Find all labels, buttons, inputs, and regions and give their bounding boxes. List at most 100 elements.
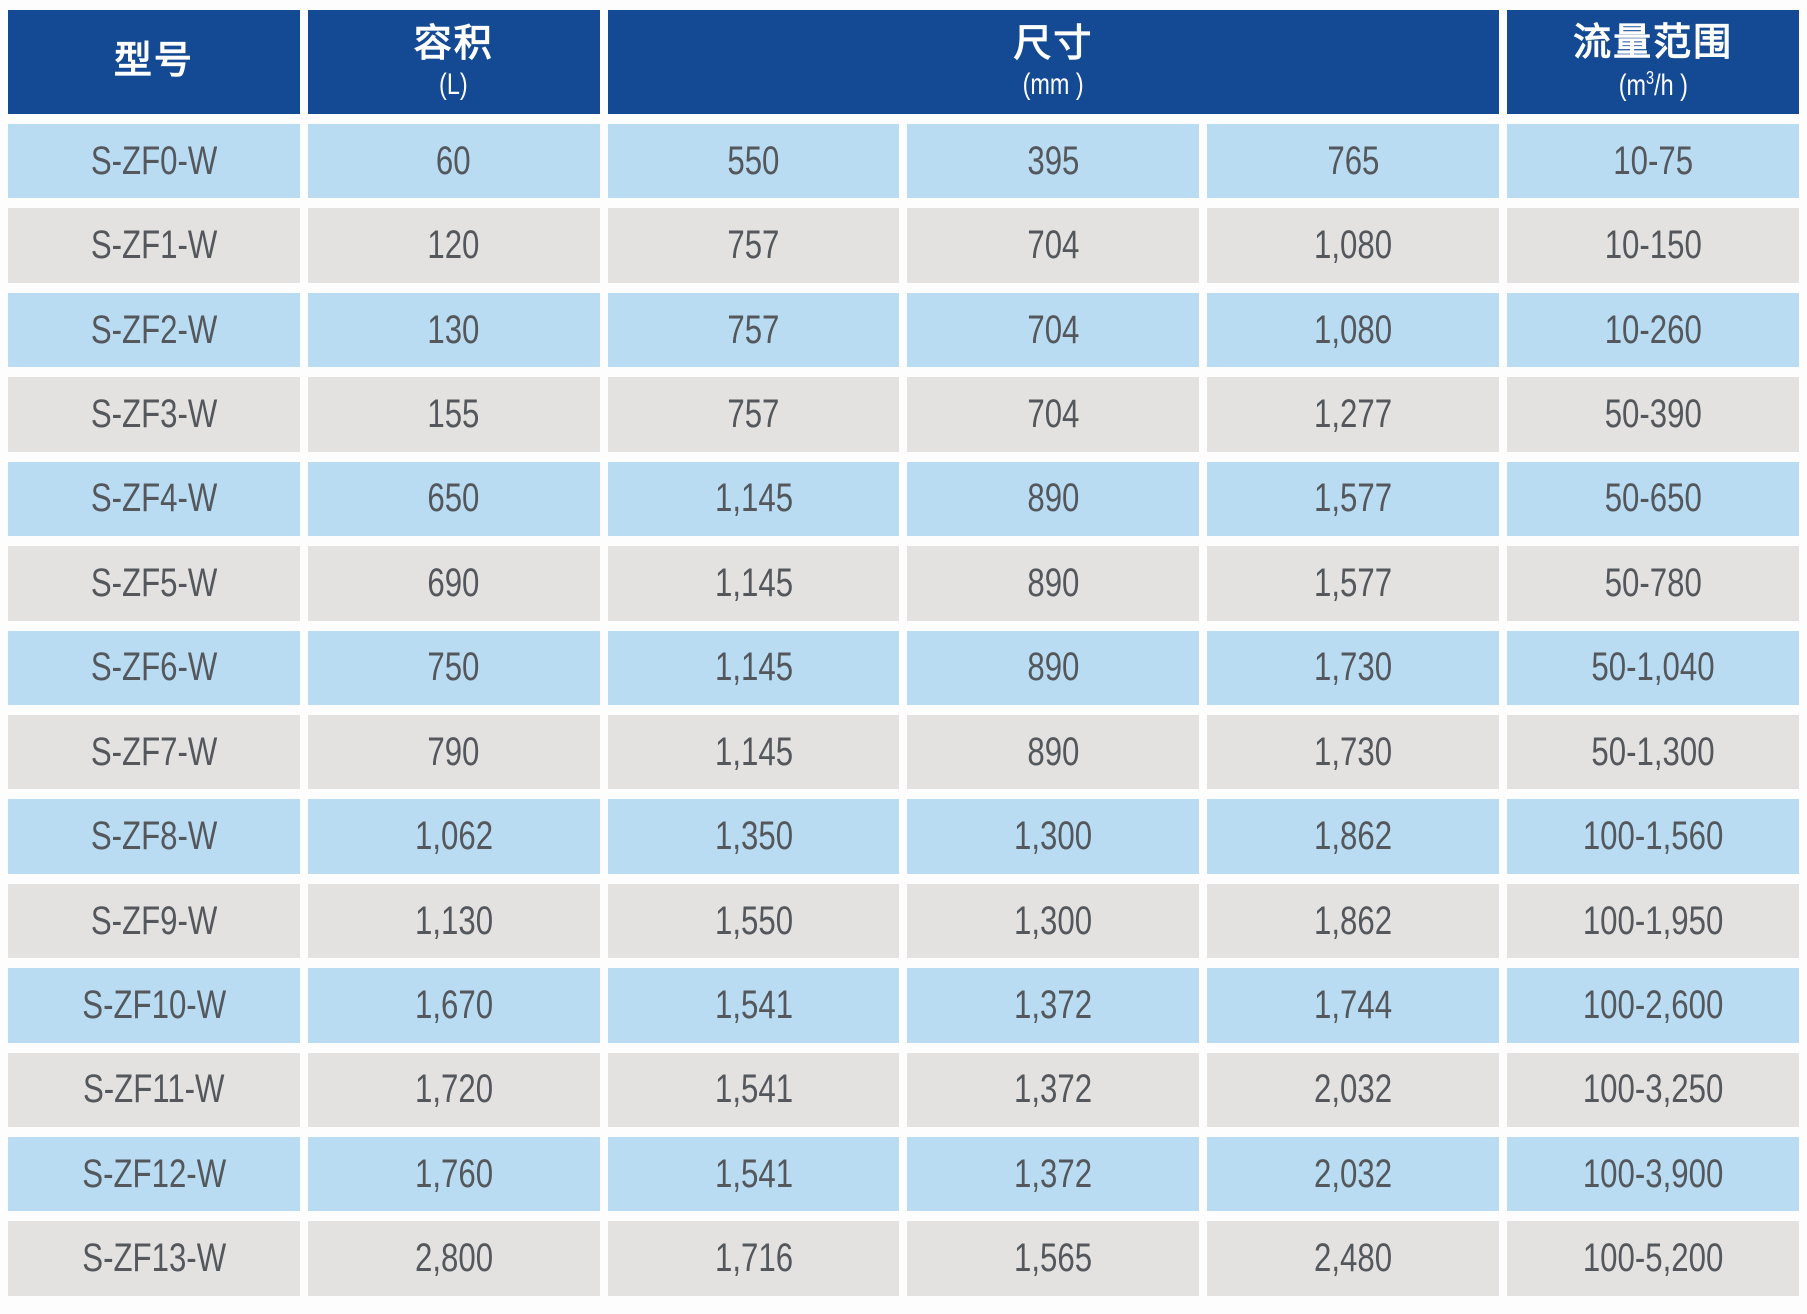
model-cell: S-ZF2-W	[8, 292, 300, 368]
dimension-a-cell: 1,145	[607, 546, 900, 621]
cell-text: 120	[427, 223, 480, 268]
dimension-a-cell: 1,541	[607, 968, 900, 1043]
table-header: 型号 容积 (L) 尺寸 (mm ) 流量范围 (m3/h )	[8, 10, 1799, 114]
cell-text: 704	[1027, 223, 1080, 268]
dimension-a-cell: 550	[607, 124, 900, 199]
table-row: S-ZF8-W 1,062 1,350 1,300 1,862 100-1,560	[8, 799, 1799, 874]
flow-range-cell: 50-1,300	[1507, 714, 1799, 790]
model-cell: S-ZF0-W	[8, 124, 300, 199]
dimension-c-cell: 1,730	[1207, 630, 1500, 705]
cell-text: 1,670	[414, 982, 493, 1027]
cell-text: 1,862	[1314, 898, 1393, 943]
cell-text: 757	[727, 223, 780, 268]
dimension-b-cell: 1,300	[907, 883, 1200, 959]
cell-text: 1,372	[1014, 982, 1093, 1027]
cell-text: 2,032	[1314, 1067, 1393, 1112]
volume-cell: 60	[307, 124, 600, 199]
cell-text: 890	[1027, 560, 1080, 605]
header-volume-unit-text: (L)	[439, 67, 469, 101]
dimension-a-cell: 1,350	[607, 799, 900, 874]
dimension-b-cell: 890	[907, 714, 1200, 790]
dimension-c-cell: 765	[1207, 124, 1500, 199]
model-cell: S-ZF1-W	[8, 208, 300, 283]
cell-text: 690	[427, 560, 480, 605]
cell-text: 1,720	[414, 1067, 493, 1112]
cell-text: S-ZF0-W	[90, 138, 218, 183]
header-dimensions-title: 尺寸	[1013, 22, 1094, 65]
model-cell: S-ZF4-W	[8, 461, 300, 537]
dimension-b-cell: 704	[907, 377, 1200, 452]
flow-range-cell: 10-260	[1507, 292, 1799, 368]
cell-text: S-ZF13-W	[81, 1236, 226, 1281]
dimension-a-cell: 1,145	[607, 630, 900, 705]
cell-text: 1,080	[1314, 307, 1393, 352]
cell-text: 750	[427, 645, 480, 690]
header-flow-range: 流量范围 (m3/h )	[1507, 10, 1799, 114]
cell-text: 50-650	[1604, 476, 1702, 521]
dimension-c-cell: 2,032	[1207, 1137, 1500, 1212]
flow-range-cell: 50-780	[1507, 546, 1799, 621]
cell-text: 1,080	[1314, 223, 1393, 268]
dimension-c-cell: 1,730	[1207, 714, 1500, 790]
table-row: S-ZF9-W 1,130 1,550 1,300 1,862 100-1,950	[8, 883, 1799, 959]
header-dimensions-unit: (mm )	[608, 68, 1499, 103]
cell-text: S-ZF5-W	[90, 560, 218, 605]
volume-cell: 130	[307, 292, 600, 368]
cell-text: S-ZF9-W	[90, 898, 218, 943]
dimension-b-cell: 1,300	[907, 799, 1200, 874]
header-model: 型号	[8, 10, 300, 114]
cell-text: 890	[1027, 476, 1080, 521]
cell-text: 100-1,560	[1582, 814, 1724, 859]
cell-text: 50-780	[1604, 560, 1702, 605]
cell-text: 10-260	[1604, 307, 1702, 352]
table-row: S-ZF2-W 130 757 704 1,080 10-260	[8, 292, 1799, 368]
dimension-c-cell: 1,862	[1207, 883, 1500, 959]
dimension-b-cell: 704	[907, 208, 1200, 283]
cell-text: 100-5,200	[1582, 1236, 1724, 1281]
dimension-c-cell: 1,577	[1207, 461, 1500, 537]
dimension-b-cell: 1,372	[907, 968, 1200, 1043]
cell-text: 1,744	[1314, 982, 1393, 1027]
cell-text: 1,577	[1314, 476, 1393, 521]
model-cell: S-ZF6-W	[8, 630, 300, 705]
dimension-a-cell: 1,550	[607, 883, 900, 959]
cell-text: 1,145	[714, 560, 793, 605]
dimension-a-cell: 1,716	[607, 1221, 900, 1296]
dimension-a-cell: 1,541	[607, 1137, 900, 1212]
cell-text: 50-390	[1604, 391, 1702, 436]
table-row: S-ZF4-W 650 1,145 890 1,577 50-650	[8, 461, 1799, 537]
cell-text: 1,565	[1014, 1236, 1093, 1281]
flow-unit-pre: (m	[1618, 68, 1646, 102]
flow-range-cell: 50-650	[1507, 461, 1799, 537]
cell-text: S-ZF1-W	[90, 223, 218, 268]
cell-text: 60	[436, 138, 472, 183]
cell-text: 100-3,250	[1582, 1067, 1724, 1112]
header-dimensions: 尺寸 (mm )	[607, 10, 1500, 114]
cell-text: 1,372	[1014, 1151, 1093, 1196]
header-flow-range-title: 流量范围	[1573, 21, 1734, 64]
model-cell: S-ZF7-W	[8, 714, 300, 790]
cell-text: S-ZF6-W	[90, 645, 218, 690]
cell-text: 1,730	[1314, 729, 1393, 774]
header-model-title: 型号	[113, 40, 194, 83]
cell-text: 1,541	[714, 1151, 793, 1196]
cell-text: 1,300	[1014, 898, 1093, 943]
cell-text: 550	[727, 138, 780, 183]
model-cell: S-ZF10-W	[8, 968, 300, 1043]
model-cell: S-ZF9-W	[8, 883, 300, 959]
cell-text: 50-1,300	[1591, 729, 1715, 774]
cell-text: 890	[1027, 645, 1080, 690]
header-dimensions-unit-text: (mm )	[1022, 67, 1084, 101]
dimension-a-cell: 757	[607, 292, 900, 368]
flow-range-cell: 100-3,900	[1507, 1137, 1799, 1212]
cell-text: 757	[727, 391, 780, 436]
model-cell: S-ZF11-W	[8, 1052, 300, 1128]
cell-text: S-ZF12-W	[81, 1151, 226, 1196]
table-body: S-ZF0-W 60 550 395 765 10-75 S-ZF1-W 120 757 704 1…	[8, 124, 1799, 1296]
header-volume-unit: (L)	[308, 68, 600, 103]
dimension-c-cell: 1,744	[1207, 968, 1500, 1043]
table-row: S-ZF10-W 1,670 1,541 1,372 1,744 100-2,600	[8, 968, 1799, 1043]
volume-cell: 750	[307, 630, 600, 705]
cell-text: 155	[427, 391, 480, 436]
